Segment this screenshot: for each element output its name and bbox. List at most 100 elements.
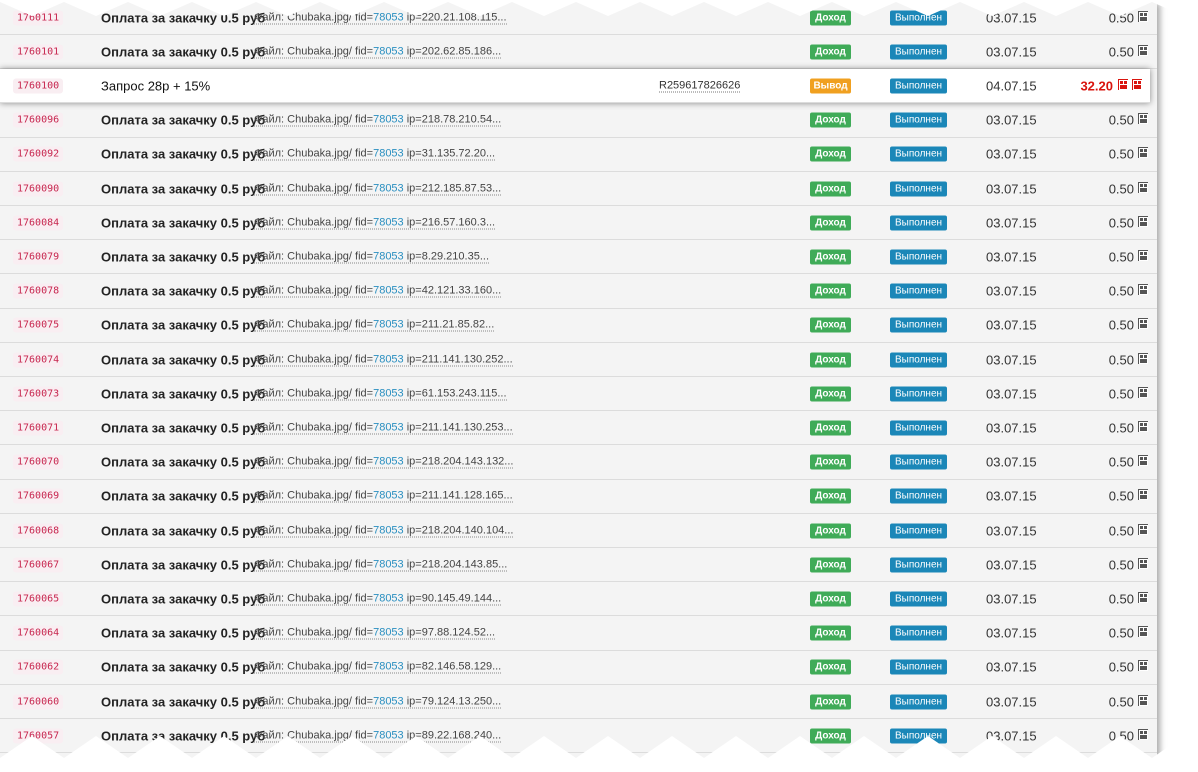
row-title: Оплата за закачку 0.5 руб: [101, 625, 266, 641]
file-info: Файл: Chubaka.jpg/ fid=78053 ip=218.204.…: [254, 558, 508, 572]
fid-link[interactable]: 78053: [373, 729, 404, 742]
ip-address: ip=218.204.140.104...: [406, 524, 514, 536]
file-label: Файл: Chubaka.jpg/ fid=: [254, 729, 374, 742]
fid-link[interactable]: 78053: [373, 489, 404, 502]
row-icon[interactable]: [1138, 660, 1148, 672]
status-badge: Выполнен: [890, 317, 947, 333]
fid-link[interactable]: 78053: [373, 216, 404, 229]
table-row: 1760073 Оплата за закачку 0.5 руб Файл: Ch…: [0, 377, 1157, 412]
row-icon[interactable]: [1138, 215, 1148, 227]
row-icon[interactable]: [1138, 44, 1148, 56]
status-badge: Выполнен: [890, 386, 947, 402]
row-amount: 32.20: [1080, 78, 1113, 94]
fid-link[interactable]: 78053: [373, 421, 404, 434]
row-icon[interactable]: [1138, 455, 1148, 467]
type-badge: Доход: [810, 488, 851, 504]
fid-link[interactable]: 78053: [373, 626, 404, 639]
row-title: Оплата за закачку 0.5 руб: [101, 694, 266, 709]
file-label: Файл: Chubaka.jpg/ fid=: [254, 626, 374, 639]
row-amount: 0.50: [1108, 420, 1134, 436]
row-actions: [1138, 248, 1148, 266]
status-badge: Выполнен: [890, 694, 947, 709]
fid-link[interactable]: 78053: [373, 387, 404, 400]
status-badge: Выполнен: [890, 181, 947, 196]
fid-link[interactable]: 78053: [373, 11, 404, 23]
row-amount: 0.50: [1108, 283, 1134, 299]
row-amount: 0.50: [1108, 181, 1134, 196]
row-id: 1760065: [13, 591, 64, 607]
fid-link[interactable]: 78053: [373, 284, 404, 297]
top-edge: [0, 0, 1198, 16]
fid-link[interactable]: 78053: [373, 182, 404, 194]
row-date: 03.07.15: [986, 694, 1037, 709]
row-icon[interactable]: [1138, 147, 1148, 159]
row-icon[interactable]: [1138, 352, 1148, 364]
ip-address: ip=216.57.160.3...: [406, 216, 496, 229]
fid-link[interactable]: 78053: [373, 250, 404, 263]
row-icon[interactable]: [1118, 78, 1128, 90]
fid-link[interactable]: 78053: [373, 318, 404, 331]
row-icon[interactable]: [1138, 626, 1148, 638]
fid-link[interactable]: 78053: [373, 353, 404, 365]
row-id: 1760070: [13, 454, 64, 470]
type-badge: Доход: [810, 694, 851, 709]
row-icon[interactable]: [1138, 249, 1148, 261]
row-icon[interactable]: [1138, 523, 1148, 535]
row-id: 1760111: [13, 10, 64, 25]
row-amount: 0.50: [1108, 659, 1134, 675]
row-icon[interactable]: [1138, 181, 1148, 193]
row-icon[interactable]: [1138, 728, 1148, 740]
row-icon[interactable]: [1138, 591, 1148, 603]
row-amount: 0.50: [1108, 591, 1134, 607]
table-row: 1760074 Оплата за закачку 0.5 руб Файл: Ch…: [0, 343, 1157, 377]
ip-address: ip=218.204.143.132...: [406, 455, 514, 468]
status-badge: Выполнен: [890, 112, 947, 128]
fid-link[interactable]: 78053: [373, 558, 404, 571]
fid-link[interactable]: 78053: [373, 660, 404, 673]
row-date: 03.07.15: [986, 557, 1037, 573]
row-actions: [1138, 419, 1148, 437]
row-icon[interactable]: [1138, 113, 1148, 125]
row-date: 03.07.15: [986, 283, 1037, 299]
row-icon[interactable]: [1138, 489, 1148, 501]
table-row: 1760090 Оплата за закачку 0.5 руб Файл: Ch…: [0, 172, 1157, 206]
row-actions: [1138, 487, 1148, 505]
status-badge: Выполнен: [890, 78, 947, 94]
row-actions: [1138, 111, 1148, 129]
fid-link[interactable]: 78053: [373, 147, 404, 160]
file-label: Файл: Chubaka.jpg/ fid=: [254, 318, 374, 331]
row-actions: [1138, 351, 1148, 369]
row-icon[interactable]: [1138, 420, 1148, 432]
row-title: Оплата за закачку 0.5 руб: [101, 523, 266, 538]
row-id: 1760071: [13, 420, 64, 436]
row-amount: 0.50: [1108, 317, 1134, 333]
row-amount: 0.50: [1108, 386, 1134, 402]
fid-link[interactable]: 78053: [373, 455, 404, 468]
status-badge: Выполнен: [890, 283, 947, 299]
row-icon[interactable]: [1138, 284, 1148, 296]
ip-address: ip=211.21.85.82...: [406, 318, 495, 331]
row-title: Оплата за закачку 0.5 руб: [101, 249, 266, 265]
row-icon[interactable]: [1138, 10, 1148, 22]
table-row: 1760079 Оплата за закачку 0.5 руб Файл: Ch…: [0, 240, 1157, 275]
row-icon[interactable]: [1138, 318, 1148, 330]
fid-link[interactable]: 78053: [373, 592, 404, 605]
row-icon[interactable]: [1138, 557, 1148, 569]
row-date: 03.07.15: [986, 317, 1037, 333]
row-amount: 0.50: [1108, 454, 1134, 470]
file-label: Файл: Chubaka.jpg/ fid=: [254, 284, 374, 297]
file-label: Файл: Chubaka.jpg/ fid=: [254, 182, 374, 194]
type-badge: Вывод: [810, 78, 851, 94]
row-date: 03.07.15: [986, 249, 1037, 265]
row-icon[interactable]: [1138, 386, 1148, 398]
fid-link[interactable]: 78053: [373, 45, 404, 58]
row-title: Оплата за закачку 0.5 руб: [101, 420, 266, 436]
fid-link[interactable]: 78053: [373, 524, 404, 536]
table-row: 1760096 Оплата за закачку 0.5 руб Файл: Ch…: [0, 103, 1157, 138]
file-label: Файл: Chubaka.jpg/ fid=: [254, 250, 374, 263]
row-icon[interactable]: [1138, 694, 1148, 706]
row-actions: [1138, 9, 1148, 27]
fid-link[interactable]: 78053: [373, 113, 404, 126]
file-info: Файл: Chubaka.jpg/ fid=78053 ip=218.204.…: [254, 524, 514, 537]
fid-link[interactable]: 78053: [373, 695, 404, 707]
